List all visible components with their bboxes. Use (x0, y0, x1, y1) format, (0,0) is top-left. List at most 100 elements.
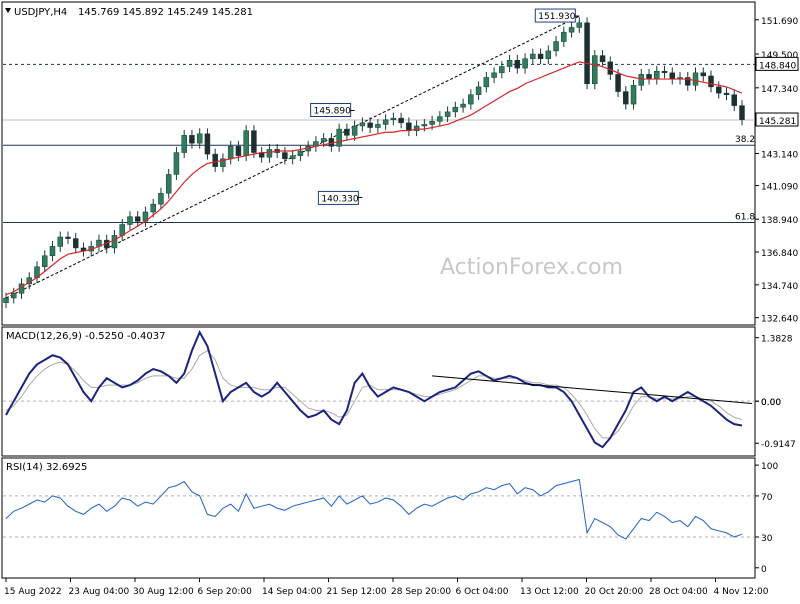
candle-body-76 (592, 55, 598, 84)
macd-ytick-label-0: 1.3828 (761, 335, 793, 345)
price-ytick-label-8: 134.740 (761, 282, 798, 292)
macd-plot-area (3, 330, 755, 449)
candle-body-38 (297, 150, 304, 156)
candle-body-65 (506, 60, 513, 67)
fib-label-2: 61.8 (735, 212, 755, 222)
candle-body-58 (452, 106, 459, 113)
price-axis-box-label-0: 148.840 (759, 61, 796, 71)
candle-body-9 (72, 238, 79, 249)
candle-body-31 (243, 130, 249, 156)
moving-average-line (5, 61, 743, 296)
candle-body-44 (344, 128, 350, 136)
rsi-ytick-label-1: 70 (761, 493, 773, 503)
xtick-label-8: 13 Oct 12:00 (520, 587, 579, 597)
xtick-label-1: 23 Aug 04:00 (69, 587, 130, 597)
candle-body-50 (390, 117, 397, 120)
candle-body-43 (336, 128, 342, 147)
candle-body-84 (654, 70, 660, 80)
candle-body-36 (282, 152, 288, 160)
candle-body-63 (491, 72, 497, 78)
candle-body-95 (739, 105, 745, 120)
xtick-label-4: 14 Sep 04:00 (262, 587, 322, 597)
price-ytick-label-4: 143.140 (761, 150, 798, 160)
candle-body-0 (3, 297, 9, 303)
rsi-panel-title: RSI(14) 32.6925 (6, 462, 87, 473)
candle-body-92 (716, 86, 722, 94)
watermark: ActionForex.com (440, 255, 623, 280)
rsi-ytick-label-2: 30 (761, 534, 773, 544)
annotation-label-0: 151.930 (538, 12, 575, 22)
price-axis-box-label-1: 145.281 (759, 117, 796, 127)
xtick-label-3: 6 Sep 20:00 (198, 587, 253, 597)
candle-body-89 (692, 72, 699, 86)
price-ytick-label-7: 136.840 (761, 249, 798, 259)
candle-body-60 (468, 94, 474, 105)
axes: 151.690149.500147.340145.190143.140141.0… (4, 17, 799, 597)
candle-body-86 (669, 72, 676, 80)
price-ytick-label-2: 147.340 (761, 85, 798, 95)
candle-body-17 (134, 216, 141, 222)
candle-body-61 (475, 86, 482, 95)
candle-body-78 (607, 61, 614, 75)
candle-body-64 (499, 66, 505, 74)
candle-body-59 (460, 103, 466, 108)
candle-body-71 (553, 41, 559, 52)
candle-body-46 (359, 122, 366, 127)
xtick-label-6: 28 Sep 20:00 (391, 587, 451, 597)
candle-body-37 (289, 155, 296, 160)
price-panel-title: USDJPY,H4 (14, 7, 67, 18)
candle-body-47 (367, 122, 373, 128)
candle-body-48 (375, 124, 381, 128)
candle-body-62 (483, 77, 490, 88)
macd-main-line (5, 330, 743, 449)
candle-body-74 (576, 22, 583, 28)
candle-body-68 (530, 53, 536, 59)
candle-body-14 (111, 235, 118, 249)
candle-body-22 (173, 152, 180, 175)
xtick-label-10: 28 Oct 04:00 (649, 587, 708, 597)
rsi-ytick-label-0: 100 (761, 462, 778, 472)
xtick-label-5: 21 Sep 12:00 (327, 587, 387, 597)
candle-body-5 (41, 255, 48, 267)
price-ytick-label-6: 138.940 (761, 216, 798, 226)
candle-body-90 (700, 72, 707, 77)
candle-body-53 (413, 125, 420, 131)
candle-body-45 (351, 125, 358, 136)
price-trendline (5, 15, 580, 299)
candle-body-28 (220, 158, 226, 167)
collapse-triangle-icon[interactable] (5, 8, 11, 13)
candle-body-7 (57, 236, 63, 247)
candle-body-75 (584, 22, 590, 84)
candle-body-24 (189, 135, 195, 144)
candle-body-51 (398, 117, 404, 124)
candle-body-85 (661, 70, 668, 74)
macd-panel-title: MACD(12,26,9) -0.5250 -0.4037 (6, 331, 166, 342)
macd-trendline (432, 375, 753, 404)
price-ytick-label-0: 151.690 (761, 17, 798, 27)
candle-body-69 (537, 53, 544, 59)
annotation-label-1: 145.890 (314, 106, 351, 116)
rsi-ytick-label-3: 0 (761, 565, 767, 575)
price-plot-area: 38.2 61.8 151.930 145.890 140.330 (3, 8, 755, 309)
candle-body-26 (204, 133, 211, 155)
candle-body-20 (158, 192, 164, 205)
candle-body-29 (227, 146, 234, 160)
candle-body-88 (685, 77, 691, 86)
candle-body-91 (708, 75, 714, 88)
candle-body-52 (406, 122, 412, 131)
fib-label-1: 38.2 (735, 135, 755, 145)
candle-body-49 (382, 119, 389, 125)
xtick-label-2: 30 Aug 12:00 (133, 587, 194, 597)
candle-body-67 (522, 58, 528, 69)
candle-body-79 (615, 74, 621, 92)
price-ohlc-readout: 145.769 145.892 145.249 145.281 (78, 7, 253, 18)
price-ytick-label-1: 149.500 (761, 51, 798, 61)
candle-body-70 (545, 50, 552, 59)
candle-body-94 (731, 94, 738, 106)
price-ytick-label-5: 141.090 (761, 183, 798, 193)
macd-ytick-label-3: -0.9147 (761, 440, 796, 450)
candle-body-77 (599, 55, 606, 63)
candle-body-66 (514, 60, 521, 69)
candle-body-41 (320, 138, 327, 142)
